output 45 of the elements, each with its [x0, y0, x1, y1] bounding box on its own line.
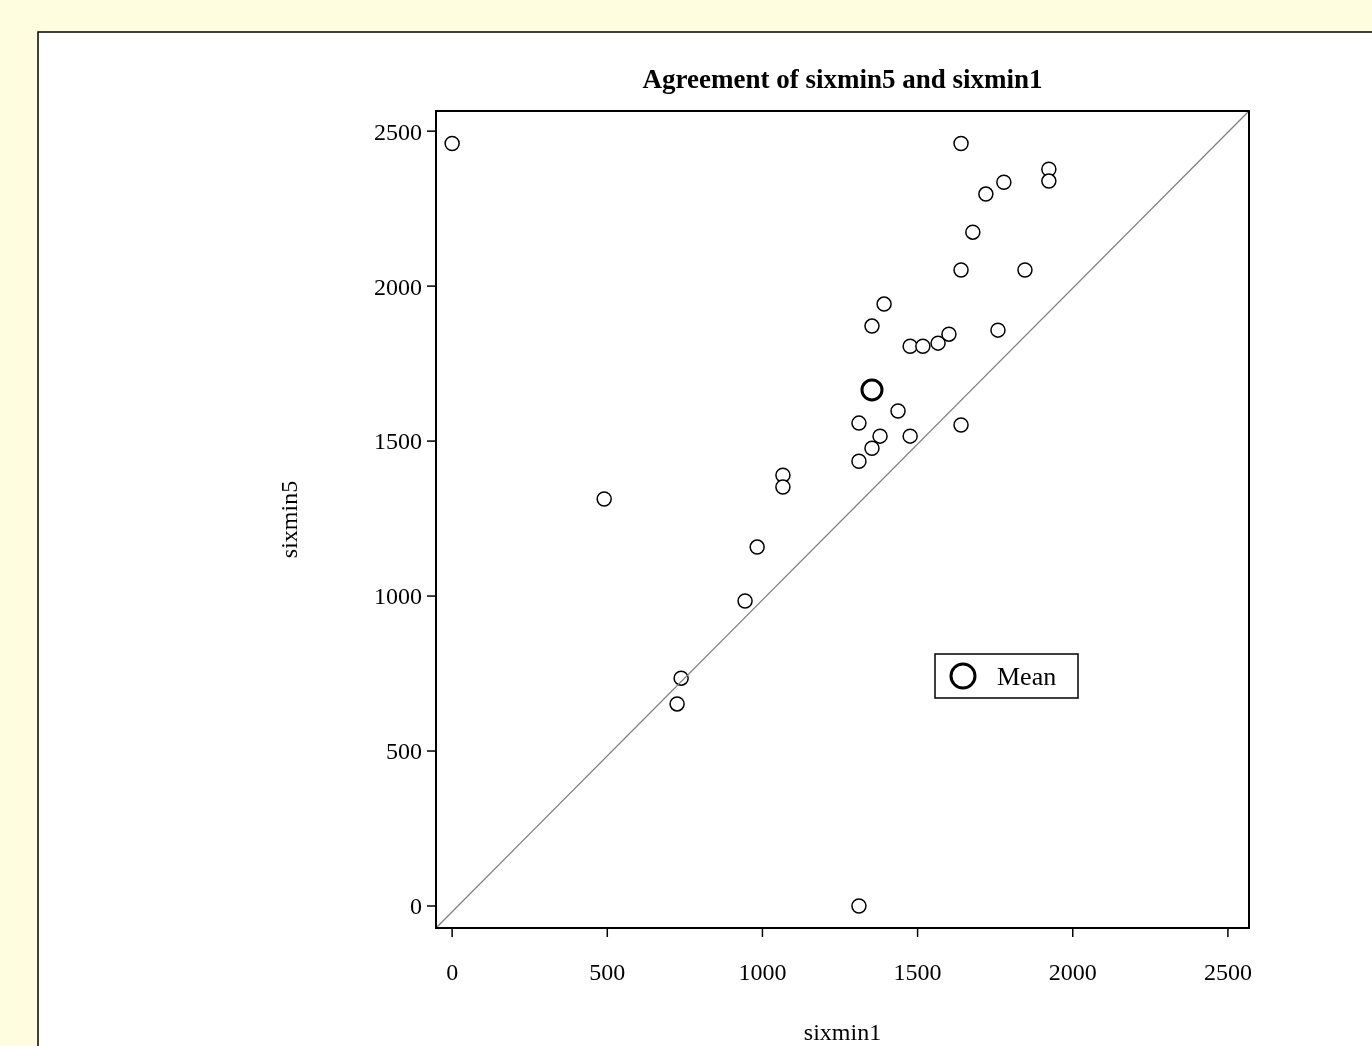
point [890, 403, 906, 419]
x-tick-label: 1000 [738, 959, 787, 985]
point [749, 539, 765, 555]
x-tick-label: 2000 [1048, 959, 1097, 985]
legend-label: Mean [997, 662, 1057, 692]
point [596, 491, 612, 507]
point [851, 453, 867, 469]
point [902, 428, 918, 444]
y-tick-label: 2500 [374, 118, 422, 145]
point [902, 338, 918, 354]
point [990, 322, 1006, 338]
x-axis-title: sixmin1 [803, 1019, 882, 1045]
point [775, 479, 791, 495]
point [953, 135, 969, 152]
point [1041, 173, 1057, 189]
point [872, 428, 888, 444]
point [860, 378, 884, 402]
point [930, 335, 946, 351]
point [953, 417, 969, 433]
point [915, 338, 931, 354]
point [669, 696, 685, 712]
x-tick-label: 1500 [893, 959, 942, 985]
chart-title: Agreement of sixmin5 and sixmin1 [642, 64, 1043, 94]
x-tick-label: 500 [589, 959, 626, 985]
y-tick-label: 1000 [374, 583, 422, 610]
point [851, 898, 867, 914]
point [864, 318, 880, 334]
y-tick-label: 0 [410, 893, 422, 920]
y-axis-title: sixmin5 [276, 480, 302, 559]
point [965, 224, 981, 240]
y-tick-label: 500 [386, 738, 422, 765]
y-tick-label: 2000 [374, 273, 422, 300]
point [1017, 262, 1033, 278]
point [953, 262, 969, 278]
point [941, 326, 957, 342]
y-tick-label: 1500 [374, 428, 422, 455]
point [864, 440, 880, 456]
point [851, 415, 867, 431]
x-tick-label: 2500 [1203, 959, 1252, 985]
x-tick-label: 0 [446, 959, 459, 985]
point [978, 186, 994, 202]
point [996, 174, 1012, 191]
point [737, 593, 753, 609]
point [876, 296, 892, 312]
point [444, 135, 460, 152]
